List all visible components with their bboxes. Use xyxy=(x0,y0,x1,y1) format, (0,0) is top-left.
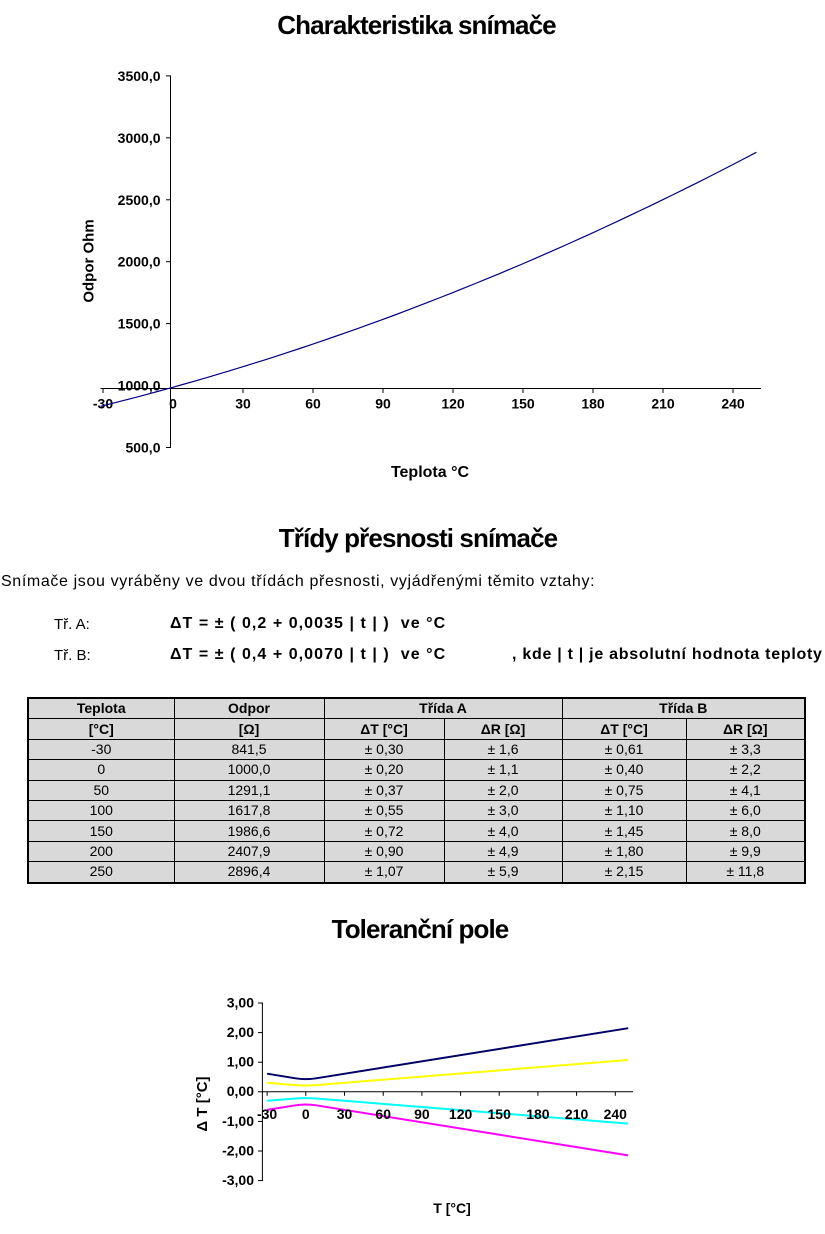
svg-text:0,00: 0,00 xyxy=(227,1083,254,1099)
svg-text:30: 30 xyxy=(235,396,251,412)
svg-text:120: 120 xyxy=(441,396,465,412)
svg-text:150: 150 xyxy=(511,396,535,412)
svg-text:Δ T [°C]: Δ T [°C] xyxy=(194,1076,211,1131)
svg-text:0: 0 xyxy=(302,1106,310,1122)
svg-text:0: 0 xyxy=(169,396,177,412)
svg-text:3,00: 3,00 xyxy=(227,995,254,1011)
svg-text:3000,0: 3000,0 xyxy=(118,130,161,146)
svg-text:180: 180 xyxy=(526,1106,550,1122)
svg-text:210: 210 xyxy=(565,1106,589,1122)
svg-text:30: 30 xyxy=(337,1106,353,1122)
svg-text:-30: -30 xyxy=(257,1106,277,1122)
svg-text:-3,00: -3,00 xyxy=(222,1172,254,1188)
svg-text:T [°C]: T [°C] xyxy=(433,1200,470,1216)
svg-text:3500,0: 3500,0 xyxy=(118,68,161,84)
svg-text:90: 90 xyxy=(375,396,391,412)
svg-text:2500,0: 2500,0 xyxy=(118,192,161,208)
svg-text:60: 60 xyxy=(375,1106,391,1122)
svg-text:-1,00: -1,00 xyxy=(222,1113,254,1129)
svg-text:120: 120 xyxy=(449,1106,473,1122)
svg-text:240: 240 xyxy=(721,396,745,412)
svg-text:Teplota °C: Teplota °C xyxy=(391,464,470,481)
svg-text:60: 60 xyxy=(305,396,321,412)
svg-text:210: 210 xyxy=(651,396,675,412)
svg-text:240: 240 xyxy=(604,1106,628,1122)
svg-text:1500,0: 1500,0 xyxy=(118,316,161,332)
svg-text:-30: -30 xyxy=(93,396,113,412)
svg-text:150: 150 xyxy=(488,1106,512,1122)
svg-text:2,00: 2,00 xyxy=(227,1024,254,1040)
svg-text:Odpor Ohm: Odpor Ohm xyxy=(81,219,98,302)
svg-text:180: 180 xyxy=(581,396,605,412)
svg-text:-2,00: -2,00 xyxy=(222,1143,254,1159)
svg-text:1000,0: 1000,0 xyxy=(118,378,161,394)
svg-text:500,0: 500,0 xyxy=(125,440,160,456)
svg-text:2000,0: 2000,0 xyxy=(118,254,161,270)
svg-text:90: 90 xyxy=(414,1106,430,1122)
svg-text:1,00: 1,00 xyxy=(227,1054,254,1070)
